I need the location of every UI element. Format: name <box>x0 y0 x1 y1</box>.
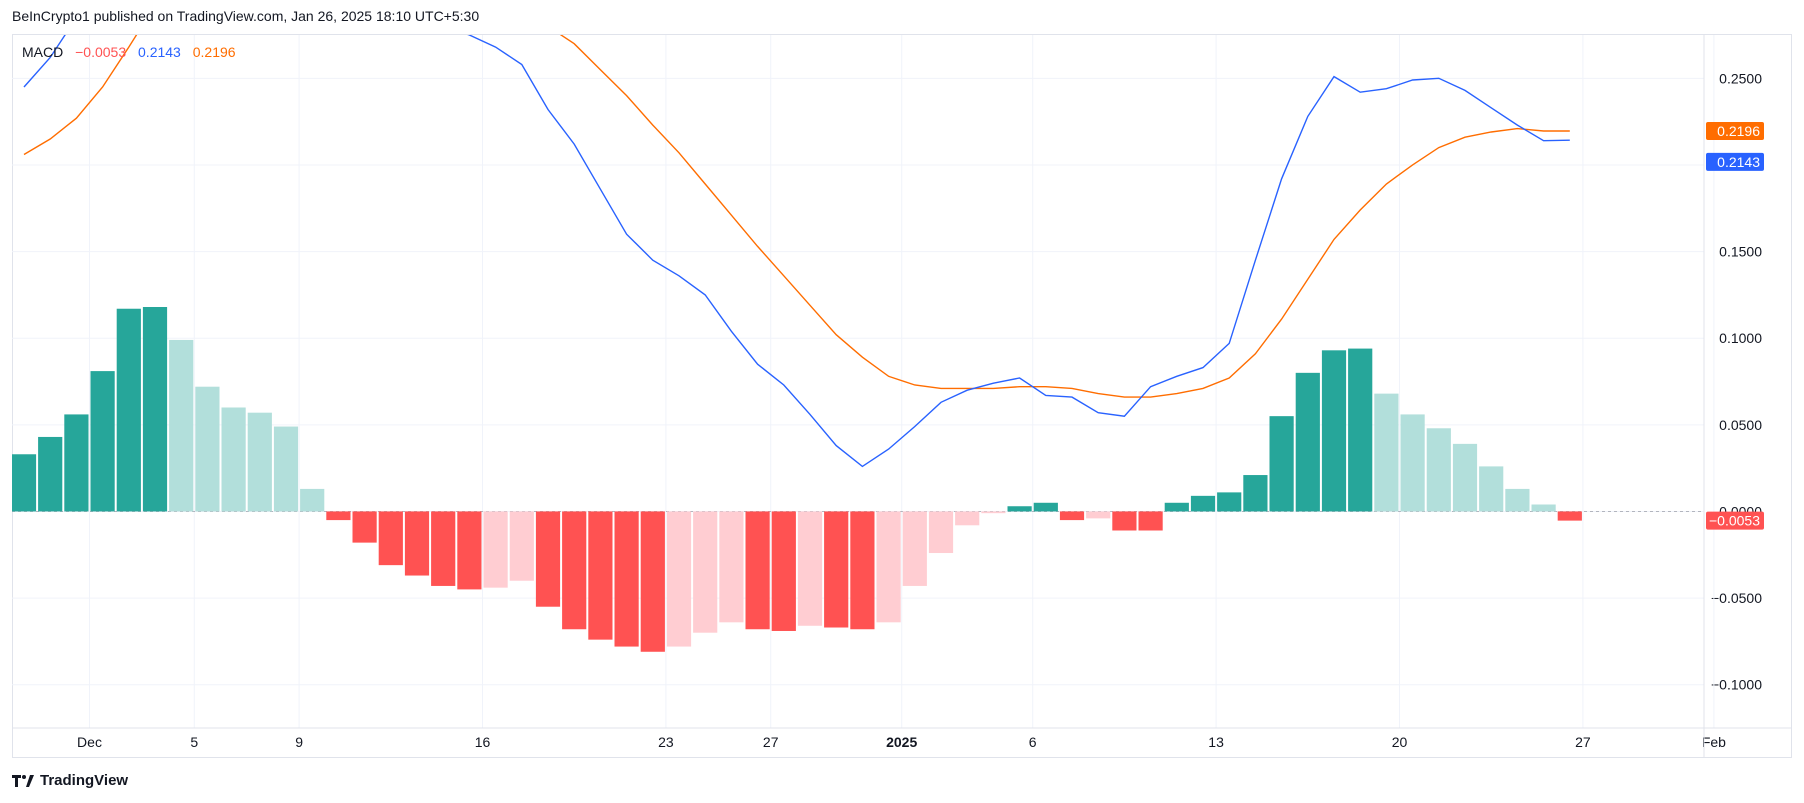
histogram-bar[interactable] <box>457 511 482 590</box>
signal-value-label: 0.2196 <box>1717 123 1760 139</box>
histogram <box>12 307 1582 652</box>
histogram-bar[interactable] <box>1426 428 1451 512</box>
histogram-bar[interactable] <box>535 511 561 607</box>
x-tick-label: 27 <box>1575 734 1591 750</box>
x-tick-label: 27 <box>763 734 779 750</box>
histogram-bar[interactable] <box>509 511 534 581</box>
histogram-bar[interactable] <box>1374 393 1399 512</box>
histogram-bar[interactable] <box>1505 488 1530 512</box>
macd-line[interactable] <box>23 0 1570 468</box>
histogram-bar[interactable] <box>1138 511 1163 531</box>
histogram-bar[interactable] <box>169 339 194 512</box>
histogram-bar[interactable] <box>1400 414 1425 512</box>
histogram-bar[interactable] <box>142 307 168 512</box>
histogram-bar[interactable] <box>483 511 508 588</box>
y-tick-label: 0.0500 <box>1719 417 1762 433</box>
histogram-bar[interactable] <box>195 386 220 512</box>
signal-value-label-bg <box>1706 121 1764 140</box>
histogram-bar[interactable] <box>1190 495 1216 512</box>
histogram-bar[interactable] <box>614 511 639 647</box>
histogram-bar[interactable] <box>326 511 351 521</box>
x-tick-label: 20 <box>1392 734 1408 750</box>
legend-name: MACD <box>22 44 64 60</box>
histogram-bar[interactable] <box>116 308 141 512</box>
histogram-bar[interactable] <box>666 511 692 647</box>
x-tick-label: Feb <box>1702 734 1726 750</box>
histogram-bar[interactable] <box>431 511 456 586</box>
histogram-bar[interactable] <box>745 511 770 630</box>
macd-value-label: 0.2143 <box>1717 154 1760 170</box>
histogram-bar[interactable] <box>876 511 901 623</box>
x-tick-label: 16 <box>475 734 491 750</box>
histogram-bar[interactable] <box>850 511 875 630</box>
histogram-bar[interactable] <box>221 407 246 512</box>
histogram-bar[interactable] <box>955 511 980 526</box>
indicator-legend[interactable]: MACD −0.0053 0.2143 0.2196 <box>22 44 244 60</box>
histogram-bar[interactable] <box>902 511 927 586</box>
histogram-bar[interactable] <box>1007 506 1032 512</box>
x-tick-label: 5 <box>190 734 198 750</box>
histogram-bar[interactable] <box>1295 372 1320 512</box>
y-tick-label: 0.1000 <box>1719 330 1762 346</box>
histogram-bar[interactable] <box>1348 348 1373 512</box>
histogram-bar[interactable] <box>719 511 744 623</box>
footer-brand: TradingView <box>40 772 129 789</box>
histogram-bar[interactable] <box>90 371 115 512</box>
tradingview-branding[interactable]: TradingView <box>12 772 128 789</box>
x-tick-label: 23 <box>658 734 674 750</box>
histogram-bar[interactable] <box>562 511 587 630</box>
y-tick-label: −0.0500 <box>1711 590 1762 606</box>
x-tick-label: Dec <box>77 734 102 750</box>
histogram-bar[interactable] <box>981 511 1006 514</box>
histogram-bar[interactable] <box>771 511 796 631</box>
y-tick-label: 0.2500 <box>1719 70 1762 86</box>
histogram-bar[interactable] <box>64 414 89 512</box>
histogram-bar[interactable] <box>1112 511 1137 531</box>
y-tick-label: −0.1000 <box>1711 677 1762 693</box>
publish-info: BeInCrypto1 published on TradingView.com… <box>12 8 480 24</box>
x-tick-label: 2025 <box>886 734 917 750</box>
histogram-bar[interactable] <box>1086 511 1111 519</box>
legend-hist-value: −0.0053 <box>75 44 127 60</box>
x-tick-label: 13 <box>1208 734 1224 750</box>
histogram-bar[interactable] <box>1059 511 1085 521</box>
histogram-bar[interactable] <box>588 511 613 640</box>
tradingview-logo-icon <box>12 774 34 787</box>
signal-line[interactable] <box>23 0 1570 398</box>
histogram-bar[interactable] <box>12 454 37 512</box>
hist-value-label-bg <box>1706 511 1764 530</box>
x-tick-label: 6 <box>1029 734 1037 750</box>
histogram-bar[interactable] <box>1243 475 1268 512</box>
histogram-bar[interactable] <box>1452 443 1478 512</box>
histogram-bar[interactable] <box>1269 416 1294 512</box>
histogram-bar[interactable] <box>1531 504 1556 512</box>
legend-signal-value: 0.2196 <box>192 44 236 60</box>
histogram-bar[interactable] <box>273 426 299 512</box>
legend-macd-value: 0.2143 <box>138 44 181 60</box>
histogram-bar[interactable] <box>693 511 718 633</box>
histogram-bar[interactable] <box>1164 502 1189 512</box>
histogram-bar[interactable] <box>797 511 823 626</box>
histogram-bar[interactable] <box>1321 350 1347 512</box>
hist-value-label: −0.0053 <box>1709 513 1760 529</box>
histogram-bar[interactable] <box>1217 492 1242 512</box>
y-tick-label: 0.1500 <box>1719 244 1762 260</box>
histogram-bar[interactable] <box>352 511 377 543</box>
histogram-bar[interactable] <box>1479 466 1504 512</box>
histogram-bar[interactable] <box>300 488 325 512</box>
histogram-bar[interactable] <box>640 511 665 652</box>
histogram-bar[interactable] <box>247 412 272 512</box>
chart-frame <box>12 34 1792 758</box>
x-tick-label: 9 <box>295 734 303 750</box>
macd-value-label-bg <box>1706 152 1764 171</box>
histogram-bar[interactable] <box>1033 502 1058 512</box>
histogram-bar[interactable] <box>378 511 403 566</box>
histogram-bar[interactable] <box>1557 511 1582 521</box>
histogram-bar[interactable] <box>38 436 63 512</box>
histogram-bar[interactable] <box>928 511 954 554</box>
histogram-bar[interactable] <box>824 511 849 628</box>
histogram-bar[interactable] <box>404 511 430 576</box>
